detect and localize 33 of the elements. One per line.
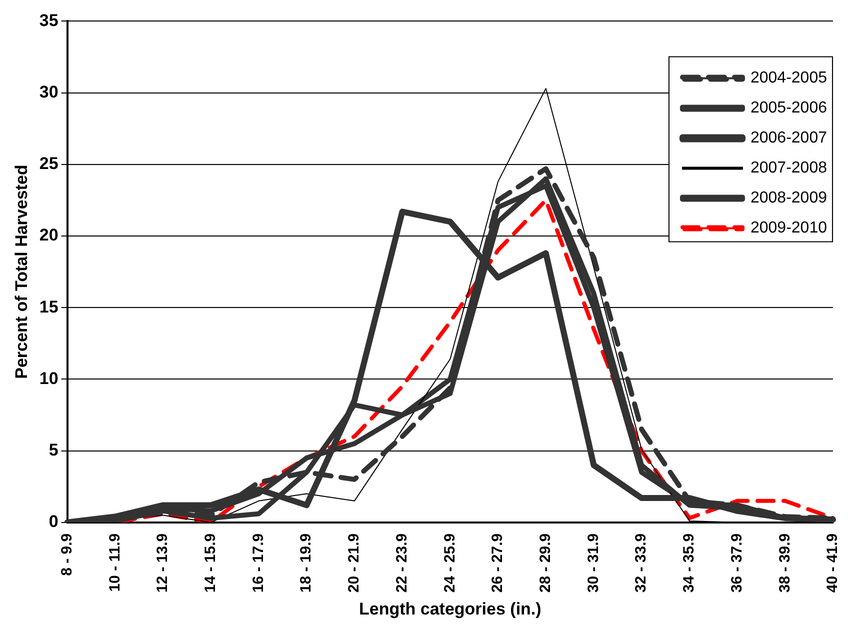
x-tick-label: 14 - 15.9 (202, 533, 220, 593)
x-tick-label: 20 - 21.9 (346, 533, 363, 593)
legend-label: 2009-2010 (750, 220, 828, 237)
x-tick-label: 16 - 17.9 (250, 533, 267, 593)
y-tick-label: 20 (39, 226, 58, 245)
x-tick-label: 26 - 27.9 (489, 533, 506, 593)
x-tick-label: 28 - 29.9 (537, 533, 554, 593)
y-tick-label: 25 (39, 154, 58, 174)
y-tick-label: 15 (39, 297, 58, 316)
x-tick-label: 34 - 35.9 (680, 533, 698, 593)
legend-label: 2007-2008 (750, 160, 828, 177)
y-tick-label: 5 (48, 440, 58, 460)
x-tick-label: 24 - 25.9 (441, 533, 458, 593)
x-tick-label: 40 - 41.9 (824, 533, 842, 593)
y-tick-label: 30 (39, 82, 58, 102)
x-tick-label: 32 - 33.9 (632, 533, 650, 593)
legend-label: 2004-2005 (750, 70, 828, 87)
y-axis-title: Percent of Total Harvested (12, 164, 31, 379)
legend-label: 2008-2009 (750, 190, 828, 207)
y-tick-label: 0 (48, 512, 58, 532)
x-tick-label: 30 - 31.9 (584, 533, 602, 593)
x-tick-label: 18 - 19.9 (298, 533, 315, 593)
y-tick-label: 10 (39, 368, 58, 388)
y-tick-label: 35 (39, 10, 58, 30)
legend-label: 2005-2006 (750, 100, 828, 117)
x-tick-label: 36 - 37.9 (728, 533, 746, 593)
x-axis-title: Length categories (in.) (359, 599, 542, 618)
x-tick-label: 12 - 13.9 (154, 533, 172, 593)
x-tick-label: 10 - 11.9 (106, 533, 124, 592)
x-tick-label: 38 - 39.9 (776, 533, 794, 593)
legend-label: 2006-2007 (750, 130, 828, 147)
x-tick-label: 8 - 9.9 (58, 533, 76, 576)
x-tick-label: 22 - 23.9 (393, 533, 410, 593)
